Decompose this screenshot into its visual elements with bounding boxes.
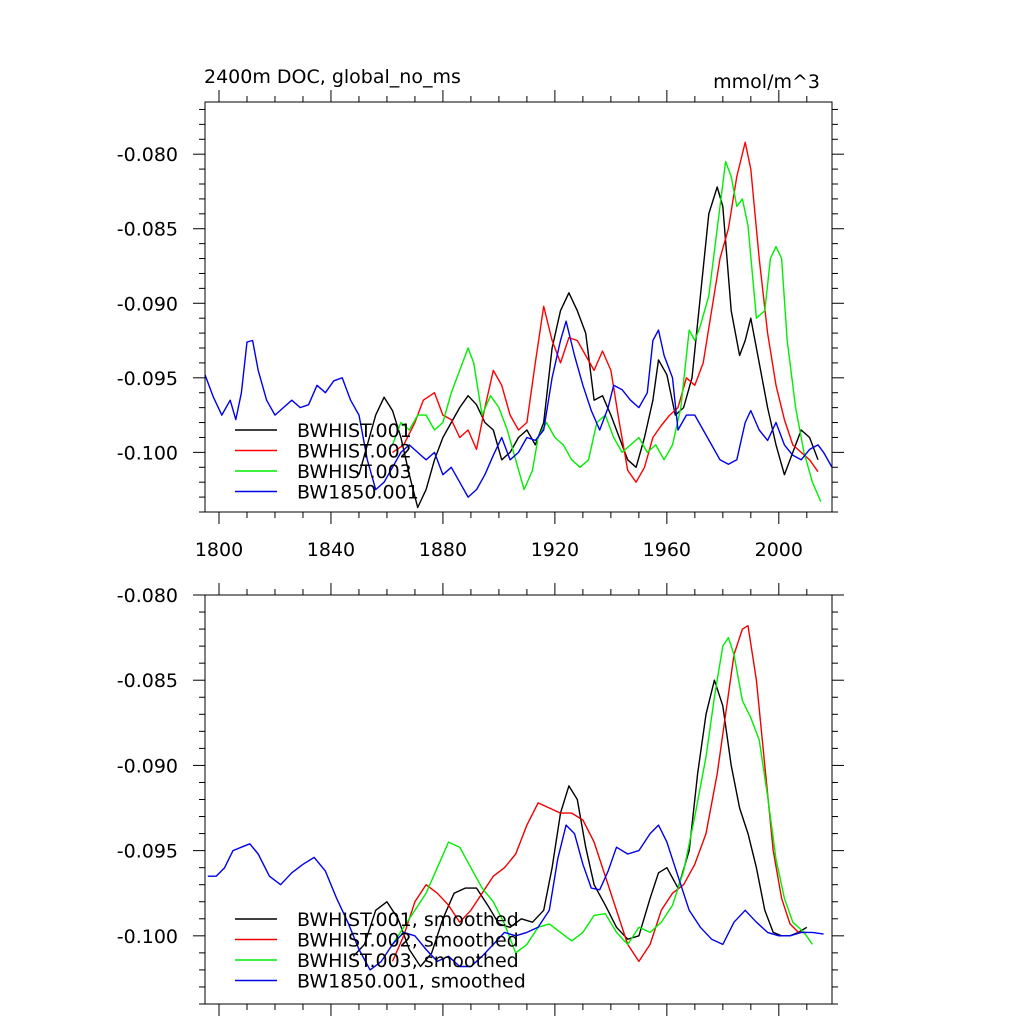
x-tick-label: 2000: [755, 539, 803, 561]
legend-label-bwhist-002-smoothed: BWHIST.002, smoothed: [297, 930, 519, 952]
legend-label-bwhist-001: BWHIST.001: [297, 420, 412, 442]
series-group: [205, 141, 832, 509]
legend-label-bw1850-001: BW1850.001: [297, 482, 419, 504]
x-tick-label: 1840: [307, 539, 355, 561]
y-tick-label: -0.090: [117, 293, 178, 315]
series-line-bw1850-001: [205, 320, 832, 498]
legend-label-bw1850-001-smoothed: BW1850.001, smoothed: [297, 971, 526, 993]
chart-title: 2400m DOC, global_no_ms: [204, 66, 461, 88]
bottom-panel-smoothed: -0.100 -0.095 -0.090 -0.085 -0.080 BWHIST.001…: [117, 583, 844, 1016]
y-tick-label: -0.095: [117, 841, 178, 863]
units-label: mmol/m^3: [713, 71, 820, 93]
series-line-bwhist-003: [391, 160, 822, 502]
x-tick-label: 1920: [531, 539, 579, 561]
legend-label-bwhist-001-smoothed: BWHIST.001, smoothed: [297, 909, 519, 931]
x-tick-label: 1800: [195, 539, 243, 561]
series-line-bwhist-001: [358, 186, 819, 509]
y-tick-label: -0.080: [117, 144, 178, 166]
series-line-bwhist-003-smoothed: [391, 636, 813, 954]
y-tick-label: -0.080: [117, 585, 178, 607]
series-group: [207, 625, 824, 971]
series-line-bwhist-001-smoothed: [352, 679, 808, 968]
plot-frame: [204, 101, 833, 513]
y-tick-label: -0.090: [117, 755, 178, 777]
top-panel-raw: 1800 1840 1880 1920 1960 2000 -0.100 -0.095 -0.0…: [117, 90, 844, 561]
y-tick-label: -0.095: [117, 368, 178, 390]
legend-label-bwhist-003-smoothed: BWHIST.003, smoothed: [297, 950, 519, 972]
series-line-bw1850-001-smoothed: [207, 824, 824, 971]
y-tick-label: -0.085: [117, 670, 178, 692]
x-tick-label: 1880: [419, 539, 467, 561]
y-tick-label: -0.100: [117, 442, 178, 464]
series-line-bwhist-002-smoothed: [391, 625, 807, 963]
legend-label-bwhist-002: BWHIST.002: [297, 441, 412, 463]
y-tick-label: -0.100: [117, 926, 178, 948]
x-tick-label: 1960: [643, 539, 691, 561]
legend-label-bwhist-003: BWHIST.003: [297, 461, 412, 483]
series-line-bwhist-002: [392, 141, 819, 483]
y-tick-label: -0.085: [117, 219, 178, 241]
